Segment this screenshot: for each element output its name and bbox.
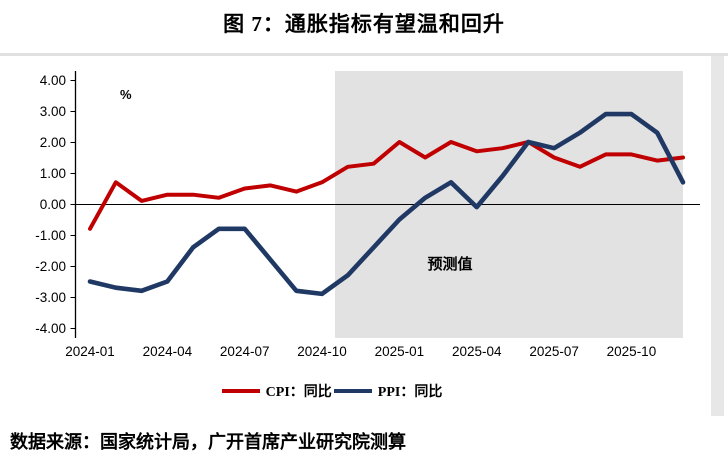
svg-text:1.00: 1.00: [40, 166, 66, 181]
svg-text:2025-07: 2025-07: [529, 344, 579, 359]
svg-text:2025-04: 2025-04: [452, 344, 502, 359]
legend-item: PPI：同比: [333, 381, 443, 401]
svg-text:预测值: 预测值: [427, 255, 472, 273]
legend-item: CPI：同比: [221, 381, 332, 401]
title-divider: [0, 53, 728, 56]
svg-text:2024-01: 2024-01: [65, 344, 115, 359]
data-source: 数据来源：国家统计局，广开首席产业研究院测算: [10, 432, 406, 452]
svg-text:-4.00: -4.00: [35, 321, 66, 336]
figure-title: 图 7：通胀指标有望温和回升: [223, 12, 505, 36]
svg-text:%: %: [120, 87, 132, 102]
svg-text:3.00: 3.00: [40, 104, 66, 119]
svg-text:-1.00: -1.00: [35, 228, 66, 243]
svg-text:2024-04: 2024-04: [143, 344, 193, 359]
legend-line-swatch: [221, 389, 260, 393]
svg-text:-3.00: -3.00: [35, 290, 66, 305]
legend-line-swatch: [333, 389, 372, 393]
svg-text:2024-07: 2024-07: [220, 344, 270, 359]
chart-legend: CPI：同比 PPI：同比: [0, 381, 664, 401]
right-border-strip: [711, 56, 724, 416]
legend-label: PPI：同比: [377, 385, 443, 400]
svg-text:2025-10: 2025-10: [607, 344, 657, 359]
svg-text:4.00: 4.00: [40, 73, 66, 88]
legend-label: CPI：同比: [265, 385, 332, 400]
svg-text:2024-10: 2024-10: [297, 344, 347, 359]
svg-text:0.00: 0.00: [40, 197, 66, 212]
svg-text:2025-01: 2025-01: [375, 344, 425, 359]
svg-text:2.00: 2.00: [40, 135, 66, 150]
svg-text:-2.00: -2.00: [35, 259, 66, 274]
